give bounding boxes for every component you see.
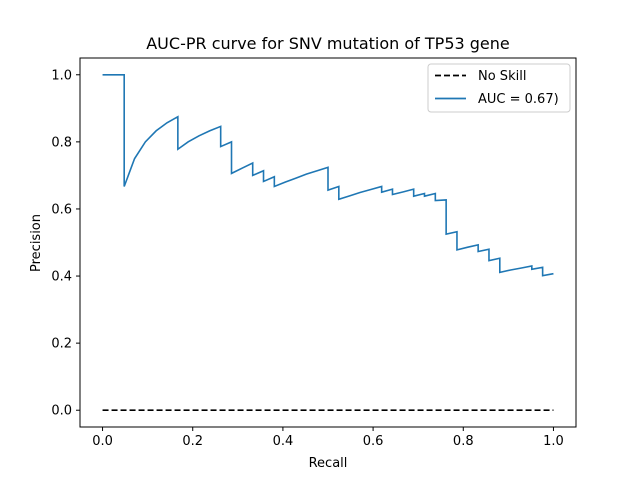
y-tick-label: 0.6 bbox=[51, 202, 72, 217]
legend-label-no-skill: No Skill bbox=[478, 69, 526, 84]
plot-area bbox=[102, 73, 554, 412]
legend: No Skill AUC = 0.67) bbox=[427, 63, 571, 113]
y-tick-label: 0.2 bbox=[51, 337, 72, 352]
x-tick-label: 0.2 bbox=[182, 434, 203, 449]
x-tick-label: 1.0 bbox=[543, 434, 564, 449]
x-axis-label: Recall bbox=[309, 456, 348, 471]
x-tick-label: 0.8 bbox=[453, 434, 474, 449]
axes-frame bbox=[79, 57, 577, 428]
chart-title: AUC-PR curve for SNV mutation of TP53 ge… bbox=[146, 34, 510, 53]
x-tick-label: 0.6 bbox=[363, 434, 384, 449]
x-axis: 0.0 0.2 0.4 0.6 0.8 1.0 bbox=[92, 427, 564, 449]
legend-label-auc: AUC = 0.67) bbox=[478, 92, 559, 107]
x-tick-label: 0.0 bbox=[92, 434, 113, 449]
y-tick-label: 0.0 bbox=[51, 404, 72, 419]
y-axis-label: Precision bbox=[29, 214, 44, 272]
y-tick-label: 0.8 bbox=[51, 135, 72, 150]
series-line-auc bbox=[102, 73, 554, 277]
x-tick-label: 0.4 bbox=[273, 434, 294, 449]
y-axis: 0.0 0.2 0.4 0.6 0.8 1.0 bbox=[51, 68, 80, 419]
y-tick-label: 0.4 bbox=[51, 270, 72, 285]
y-tick-label: 1.0 bbox=[51, 68, 72, 83]
